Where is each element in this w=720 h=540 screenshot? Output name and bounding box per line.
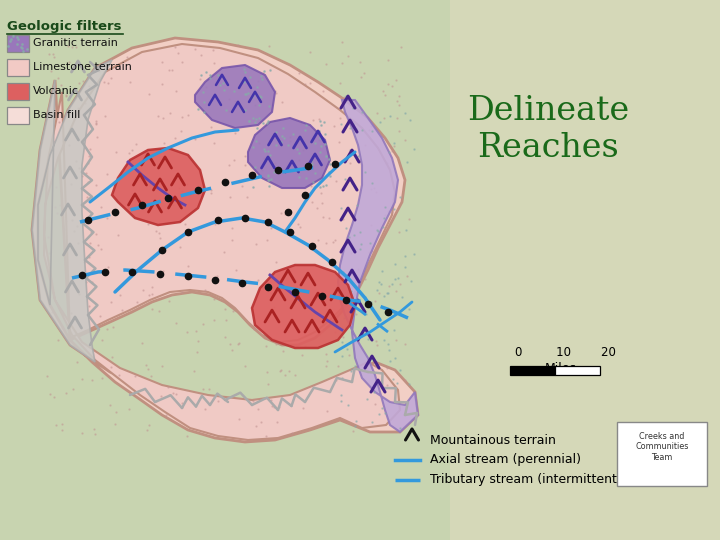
Polygon shape xyxy=(248,118,330,188)
Polygon shape xyxy=(338,100,418,432)
Text: Creeks and
Communities
Team: Creeks and Communities Team xyxy=(635,432,689,462)
Text: Geologic filters: Geologic filters xyxy=(7,20,122,33)
Bar xyxy=(7,83,29,100)
Polygon shape xyxy=(32,38,418,442)
FancyBboxPatch shape xyxy=(617,422,707,486)
Polygon shape xyxy=(32,60,112,362)
Text: Tributary stream (intermittent): Tributary stream (intermittent) xyxy=(430,474,622,487)
Text: Delineate
Reaches: Delineate Reaches xyxy=(467,95,629,164)
Text: Axial stream (perennial): Axial stream (perennial) xyxy=(430,454,581,467)
Text: Basin fill: Basin fill xyxy=(33,110,81,120)
Polygon shape xyxy=(44,44,400,440)
Text: Miles: Miles xyxy=(545,362,577,375)
Polygon shape xyxy=(112,148,205,225)
Text: Granitic terrain: Granitic terrain xyxy=(33,38,118,48)
Polygon shape xyxy=(252,265,355,348)
Bar xyxy=(510,366,555,375)
Bar xyxy=(7,107,29,124)
Text: Volcanic: Volcanic xyxy=(33,86,79,96)
Bar xyxy=(555,366,600,375)
Bar xyxy=(7,35,29,52)
Text: Mountainous terrain: Mountainous terrain xyxy=(430,434,556,447)
Polygon shape xyxy=(195,65,275,128)
Bar xyxy=(7,59,29,76)
Text: Limestone terrain: Limestone terrain xyxy=(33,62,132,72)
Polygon shape xyxy=(450,0,720,540)
Text: 0         10        20: 0 10 20 xyxy=(515,347,616,360)
